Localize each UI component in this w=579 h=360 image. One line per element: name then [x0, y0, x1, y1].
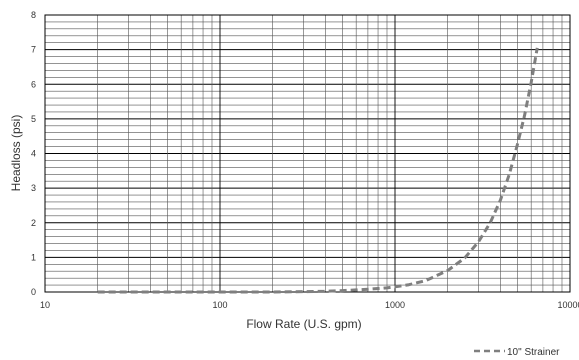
series-layer	[97, 47, 539, 294]
y-tick-label: 3	[31, 183, 36, 193]
y-tick-label: 2	[31, 218, 36, 228]
x-axis-title: Flow Rate (U.S. gpm)	[246, 317, 361, 331]
y-tick-labels: 0 1 2 3 4 5 6 7 8	[31, 10, 36, 297]
y-tick-label: 8	[31, 10, 36, 20]
chart-grid	[44, 14, 571, 293]
y-tick-label: 6	[31, 79, 36, 89]
y-tick-label: 0	[31, 287, 36, 297]
y-tick-label: 5	[31, 114, 36, 124]
x-tick-label: 100	[212, 300, 227, 310]
y-tick-label: 7	[31, 45, 36, 55]
y-axis-title: Headloss (psi)	[9, 115, 23, 192]
y-tick-label: 4	[31, 149, 36, 159]
legend-label: 10" Strainer	[507, 347, 560, 358]
y-tick-label: 1	[31, 252, 36, 262]
legend: 10" Strainer	[474, 347, 560, 358]
x-tick-label: 1000	[385, 300, 405, 310]
series-line-0	[97, 47, 539, 294]
x-tick-label: 10	[40, 300, 50, 310]
